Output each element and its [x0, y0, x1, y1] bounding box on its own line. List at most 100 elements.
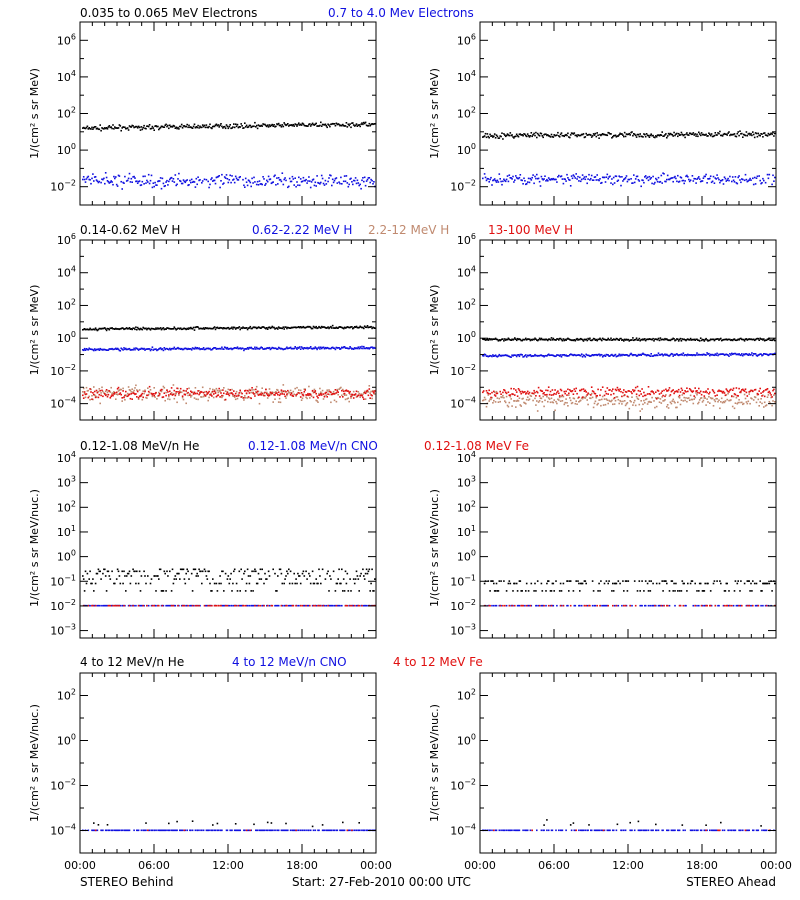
- data-point: [127, 572, 130, 575]
- data-point: [226, 125, 229, 128]
- data-point: [168, 394, 170, 396]
- data-point: [525, 392, 528, 394]
- data-point: [297, 572, 299, 575]
- data-point: [345, 389, 348, 391]
- data-point: [111, 394, 113, 396]
- data-point: [277, 393, 279, 396]
- data-point: [306, 394, 308, 396]
- data-point: [132, 391, 134, 393]
- data-point: [114, 177, 116, 180]
- data-point: [187, 391, 189, 394]
- data-point: [740, 181, 742, 184]
- data-point: [157, 180, 159, 183]
- data-point: [653, 340, 655, 342]
- data-point: [560, 389, 563, 392]
- data-point: [266, 394, 269, 396]
- data-point: [621, 133, 623, 135]
- data-point: [137, 396, 140, 399]
- data-point: [774, 392, 776, 395]
- data-point: [624, 354, 627, 356]
- data-point: [318, 125, 320, 127]
- data-point: [765, 582, 768, 585]
- data-point: [710, 338, 713, 341]
- data-point: [94, 582, 97, 585]
- data-point: [490, 580, 492, 582]
- data-point: [323, 184, 326, 186]
- data-point: [318, 182, 320, 184]
- series-black: [483, 580, 776, 592]
- data-point: [503, 396, 505, 399]
- data-point: [144, 389, 146, 392]
- data-point: [238, 126, 241, 128]
- data-point: [526, 338, 529, 340]
- data-point: [259, 347, 262, 349]
- data-point: [725, 394, 728, 396]
- data-point: [644, 338, 646, 340]
- data-point: [288, 604, 290, 607]
- data-point: [759, 337, 761, 340]
- data-point: [199, 391, 201, 394]
- data-point: [242, 397, 244, 399]
- data-point: [763, 338, 765, 340]
- data-point: [209, 183, 211, 186]
- data-point: [550, 394, 553, 396]
- data-point: [486, 177, 489, 180]
- data-point: [264, 347, 266, 350]
- data-point: [556, 402, 558, 405]
- data-point: [737, 353, 739, 356]
- data-point: [508, 134, 511, 137]
- data-point: [672, 337, 674, 340]
- data-point: [125, 327, 127, 330]
- data-point: [106, 604, 109, 607]
- data-point: [296, 348, 298, 350]
- data-point: [326, 126, 328, 129]
- data-point: [492, 179, 494, 182]
- data-point: [223, 327, 226, 330]
- data-point: [672, 389, 674, 391]
- data-point: [352, 604, 354, 607]
- data-point: [125, 127, 128, 130]
- data-point: [191, 604, 194, 607]
- data-point: [719, 407, 721, 410]
- data-point: [294, 582, 296, 585]
- data-point: [653, 136, 655, 138]
- data-point: [303, 124, 306, 127]
- data-point: [492, 402, 494, 404]
- data-point: [295, 123, 297, 126]
- data-point: [734, 339, 737, 341]
- data-point: [279, 401, 282, 404]
- data-point: [482, 338, 484, 340]
- data-point: [537, 386, 540, 389]
- data-point: [641, 135, 643, 138]
- data-point: [345, 582, 348, 585]
- data-point: [540, 397, 543, 400]
- data-point: [509, 356, 512, 358]
- data-point: [668, 395, 671, 397]
- data-point: [568, 392, 570, 395]
- data-point: [733, 352, 736, 355]
- data-point: [309, 393, 311, 395]
- data-point: [692, 354, 695, 356]
- data-point: [764, 582, 767, 585]
- data-point: [149, 329, 152, 331]
- data-point: [765, 339, 768, 341]
- data-point: [541, 355, 544, 357]
- data-point: [670, 352, 673, 355]
- data-point: [748, 132, 750, 135]
- data-point: [517, 354, 520, 356]
- data-point: [760, 398, 762, 400]
- data-point: [640, 338, 642, 341]
- data-point: [127, 386, 130, 388]
- data-point: [100, 181, 102, 184]
- data-point: [99, 327, 101, 330]
- data-point: [725, 388, 728, 390]
- data-point: [94, 604, 97, 607]
- data-point: [750, 338, 752, 340]
- data-point: [277, 401, 280, 403]
- data-point: [205, 604, 208, 607]
- data-point: [659, 398, 662, 400]
- data-point: [505, 178, 508, 181]
- data-point: [744, 388, 747, 390]
- data-point: [142, 390, 144, 392]
- data-point: [684, 180, 686, 182]
